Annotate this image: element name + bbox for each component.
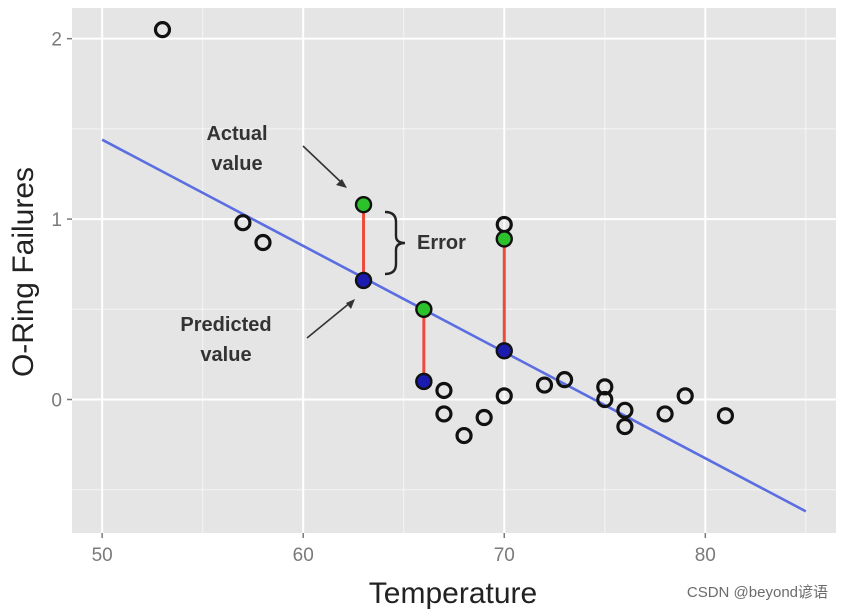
error-segments (362, 204, 506, 382)
arrow-head-predicted (346, 299, 355, 309)
regression-line (101, 138, 807, 513)
y-tick-label: 2 (51, 30, 62, 51)
predicted-value-point (415, 372, 433, 391)
observation-point (535, 376, 554, 394)
regression-line-group (101, 138, 807, 513)
observation-point (495, 387, 513, 405)
observation-point (455, 426, 473, 445)
y-tick-label: 0 (51, 390, 62, 411)
observation-point (616, 401, 634, 419)
observation-point (676, 387, 694, 405)
observation-point (435, 381, 453, 400)
observation-point (616, 417, 634, 436)
actual-label-line1: Actual (206, 123, 267, 145)
observation-point (254, 233, 272, 252)
y-tick-label: 1 (51, 210, 62, 231)
observation-point (656, 405, 674, 423)
x-tick-label: 80 (695, 545, 716, 566)
predicted-label-line2: value (200, 344, 251, 366)
observation-point (716, 407, 735, 425)
watermark: CSDN @beyond谚语 (687, 584, 828, 601)
x-axis-ticks: 50 60 70 80 (92, 533, 716, 566)
observation-point (153, 21, 172, 39)
actual-value-point (415, 300, 433, 318)
observation-point (475, 408, 493, 427)
x-tick-label: 60 (293, 545, 314, 566)
observation-point (555, 371, 574, 389)
error-brace (384, 210, 406, 276)
observation-point (596, 390, 614, 409)
predicted-value-point (495, 342, 513, 360)
arrow-to-actual (302, 145, 344, 185)
observation-point (234, 214, 252, 232)
plot-panel (72, 8, 836, 533)
y-axis-title: O-Ring Failures (7, 167, 40, 377)
actual-value-point (354, 195, 373, 214)
predicted-label-line1: Predicted (180, 314, 271, 336)
observation-point (435, 405, 453, 423)
actual-label-line2: value (211, 153, 262, 175)
annotations: Actual value Predicted value Error (180, 123, 466, 366)
x-axis-title: Temperature (369, 577, 537, 610)
predicted-value-point (354, 271, 373, 290)
y-axis-ticks: 0 1 2 (51, 30, 72, 411)
x-tick-label: 70 (494, 545, 515, 566)
x-tick-label: 50 (92, 545, 113, 566)
arrow-head-actual (336, 179, 347, 188)
error-label: Error (417, 232, 466, 254)
actual-value-point (495, 230, 513, 248)
residual-points (354, 195, 513, 391)
arrow-to-predicted (306, 301, 352, 339)
